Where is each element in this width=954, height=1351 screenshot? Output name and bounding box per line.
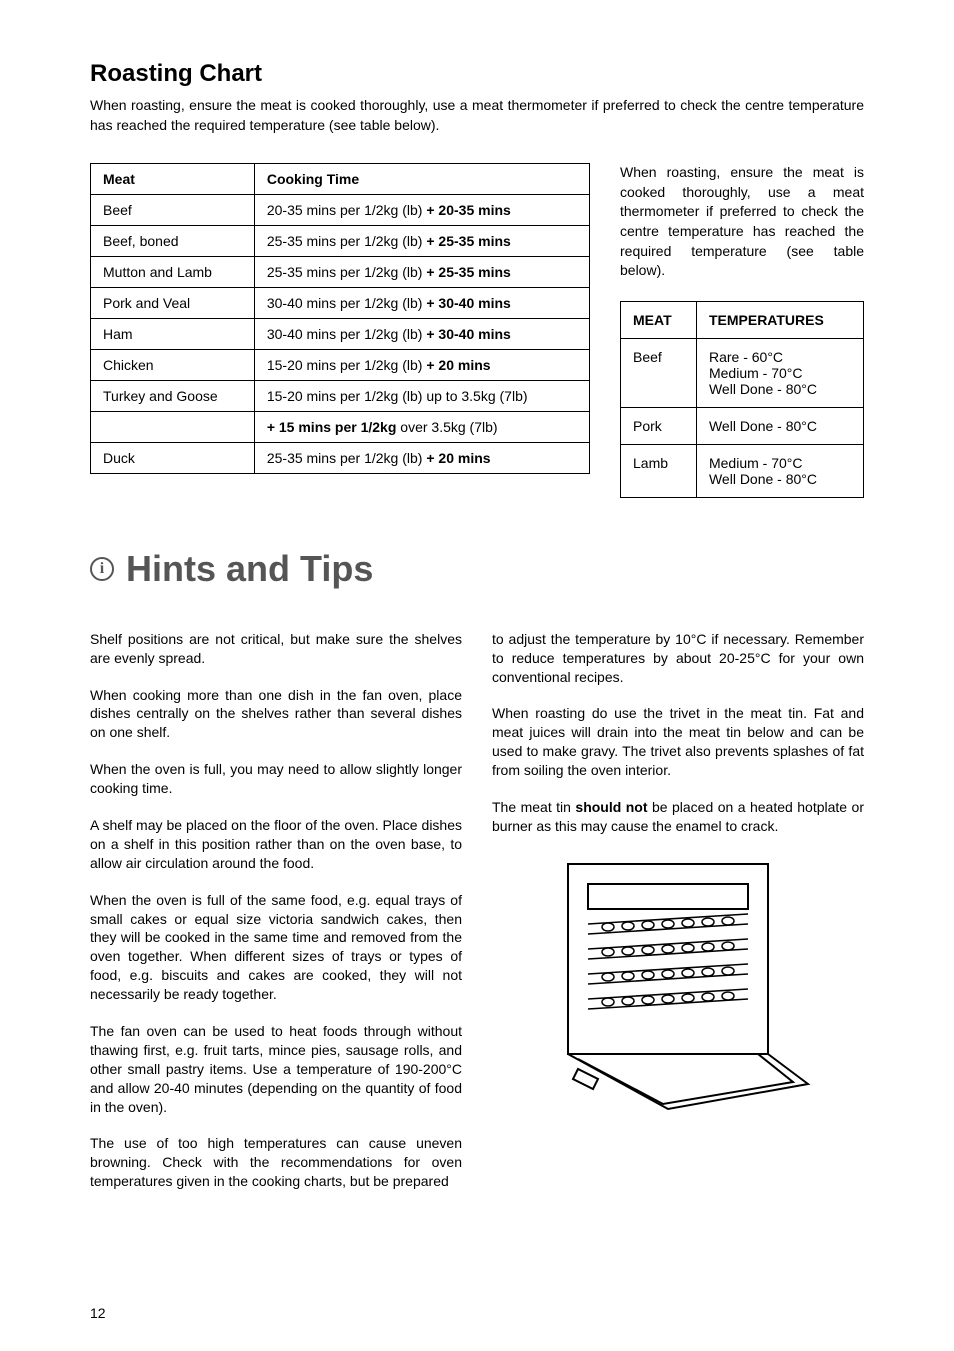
hints-paragraph: When the oven is full, you may need to a… bbox=[90, 760, 462, 798]
oven-illustration bbox=[492, 854, 864, 1114]
roasting-meat-cell: Turkey and Goose bbox=[91, 381, 255, 412]
roasting-header-time: Cooking Time bbox=[254, 164, 589, 195]
roasting-time-cell: 15-20 mins per 1/2kg (lb) up to 3.5kg (7… bbox=[254, 381, 589, 412]
roasting-header-meat: Meat bbox=[91, 164, 255, 195]
roasting-meat-cell: Beef bbox=[91, 195, 255, 226]
roasting-meat-cell: Mutton and Lamb bbox=[91, 257, 255, 288]
table-row: Pork and Veal30-40 mins per 1/2kg (lb) +… bbox=[91, 288, 590, 319]
temperature-table: MEAT TEMPERATURES BeefRare - 60°C Medium… bbox=[620, 301, 864, 498]
roasting-meat-cell: Chicken bbox=[91, 350, 255, 381]
temp-value-cell: Rare - 60°C Medium - 70°C Well Done - 80… bbox=[696, 338, 863, 407]
temp-header-meat: MEAT bbox=[621, 301, 697, 338]
roasting-meat-cell: Ham bbox=[91, 319, 255, 350]
temp-header-temps: TEMPERATURES bbox=[696, 301, 863, 338]
roasting-meat-cell: Beef, boned bbox=[91, 226, 255, 257]
temp-meat-cell: Beef bbox=[621, 338, 697, 407]
roasting-time-cell: 25-35 mins per 1/2kg (lb) + 25-35 mins bbox=[254, 257, 589, 288]
roasting-time-cell: 20-35 mins per 1/2kg (lb) + 20-35 mins bbox=[254, 195, 589, 226]
table-row: Turkey and Goose15-20 mins per 1/2kg (lb… bbox=[91, 381, 590, 412]
table-row: Mutton and Lamb25-35 mins per 1/2kg (lb)… bbox=[91, 257, 590, 288]
roasting-time-cell: 15-20 mins per 1/2kg (lb) + 20 mins bbox=[254, 350, 589, 381]
roasting-side-text: When roasting, ensure the meat is cooked… bbox=[620, 163, 864, 281]
table-row: Beef, boned25-35 mins per 1/2kg (lb) + 2… bbox=[91, 226, 590, 257]
table-row: Ham30-40 mins per 1/2kg (lb) + 30-40 min… bbox=[91, 319, 590, 350]
table-row: Duck25-35 mins per 1/2kg (lb) + 20 mins bbox=[91, 443, 590, 474]
roasting-meat-cell: Duck bbox=[91, 443, 255, 474]
roasting-intro: When roasting, ensure the meat is cooked… bbox=[90, 96, 864, 135]
info-icon: i bbox=[90, 557, 114, 581]
roasting-meat-cell bbox=[91, 412, 255, 443]
hints-special-prefix: The meat tin bbox=[492, 799, 575, 815]
roasting-time-cell: 25-35 mins per 1/2kg (lb) + 25-35 mins bbox=[254, 226, 589, 257]
roasting-time-cell: 30-40 mins per 1/2kg (lb) + 30-40 mins bbox=[254, 288, 589, 319]
table-row: Beef20-35 mins per 1/2kg (lb) + 20-35 mi… bbox=[91, 195, 590, 226]
hints-title: Hints and Tips bbox=[126, 548, 373, 590]
roasting-title: Roasting Chart bbox=[90, 60, 864, 88]
hints-paragraph: The fan oven can be used to heat foods t… bbox=[90, 1022, 462, 1116]
table-row: PorkWell Done - 80°C bbox=[621, 407, 864, 444]
roasting-time-cell: 30-40 mins per 1/2kg (lb) + 30-40 mins bbox=[254, 319, 589, 350]
roasting-time-cell: + 15 mins per 1/2kg over 3.5kg (7lb) bbox=[254, 412, 589, 443]
hints-right-column: to adjust the temperature by 10°C if nec… bbox=[492, 630, 864, 1209]
hints-paragraph: The use of too high temperatures can cau… bbox=[90, 1134, 462, 1191]
roasting-table: Meat Cooking Time Beef20-35 mins per 1/2… bbox=[90, 163, 590, 474]
table-row: Chicken15-20 mins per 1/2kg (lb) + 20 mi… bbox=[91, 350, 590, 381]
temp-meat-cell: Lamb bbox=[621, 444, 697, 497]
hints-paragraph: When the oven is full of the same food, … bbox=[90, 891, 462, 1004]
hints-paragraph: to adjust the temperature by 10°C if nec… bbox=[492, 630, 864, 687]
hints-paragraph: A shelf may be placed on the floor of th… bbox=[90, 816, 462, 873]
hints-paragraph: When roasting do use the trivet in the m… bbox=[492, 704, 864, 780]
hints-paragraph: When cooking more than one dish in the f… bbox=[90, 686, 462, 743]
table-row: LambMedium - 70°C Well Done - 80°C bbox=[621, 444, 864, 497]
hints-special-paragraph: The meat tin should not be placed on a h… bbox=[492, 798, 864, 836]
hints-special-bold: should not bbox=[575, 799, 647, 815]
hints-left-column: Shelf positions are not critical, but ma… bbox=[90, 630, 462, 1209]
temp-meat-cell: Pork bbox=[621, 407, 697, 444]
roasting-time-cell: 25-35 mins per 1/2kg (lb) + 20 mins bbox=[254, 443, 589, 474]
hints-paragraph: Shelf positions are not critical, but ma… bbox=[90, 630, 462, 668]
table-row: BeefRare - 60°C Medium - 70°C Well Done … bbox=[621, 338, 864, 407]
table-row: + 15 mins per 1/2kg over 3.5kg (7lb) bbox=[91, 412, 590, 443]
roasting-meat-cell: Pork and Veal bbox=[91, 288, 255, 319]
temp-value-cell: Medium - 70°C Well Done - 80°C bbox=[696, 444, 863, 497]
temp-value-cell: Well Done - 80°C bbox=[696, 407, 863, 444]
page-number: 12 bbox=[90, 1305, 106, 1321]
